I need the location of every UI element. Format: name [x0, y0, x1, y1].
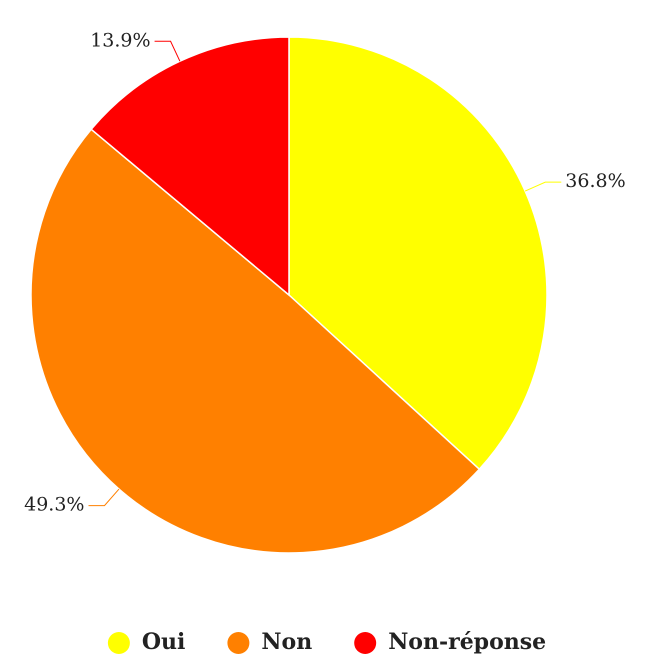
data-label: 49.3%	[24, 494, 84, 516]
legend-marker	[227, 632, 250, 654]
leader-line	[154, 40, 181, 62]
leader-line	[88, 488, 120, 507]
legend-label: Oui	[142, 629, 186, 655]
leader-line	[524, 181, 562, 192]
pie-slice	[30, 128, 481, 554]
data-label: 36.8%	[565, 170, 625, 192]
legend-marker	[107, 632, 130, 654]
legend-label: Non	[261, 629, 312, 655]
pie-slice	[90, 36, 290, 297]
data-label: 13.9%	[90, 29, 150, 51]
pie-slice	[288, 36, 548, 471]
legend-label: Non-réponse	[388, 629, 546, 655]
legend-marker	[354, 632, 377, 654]
